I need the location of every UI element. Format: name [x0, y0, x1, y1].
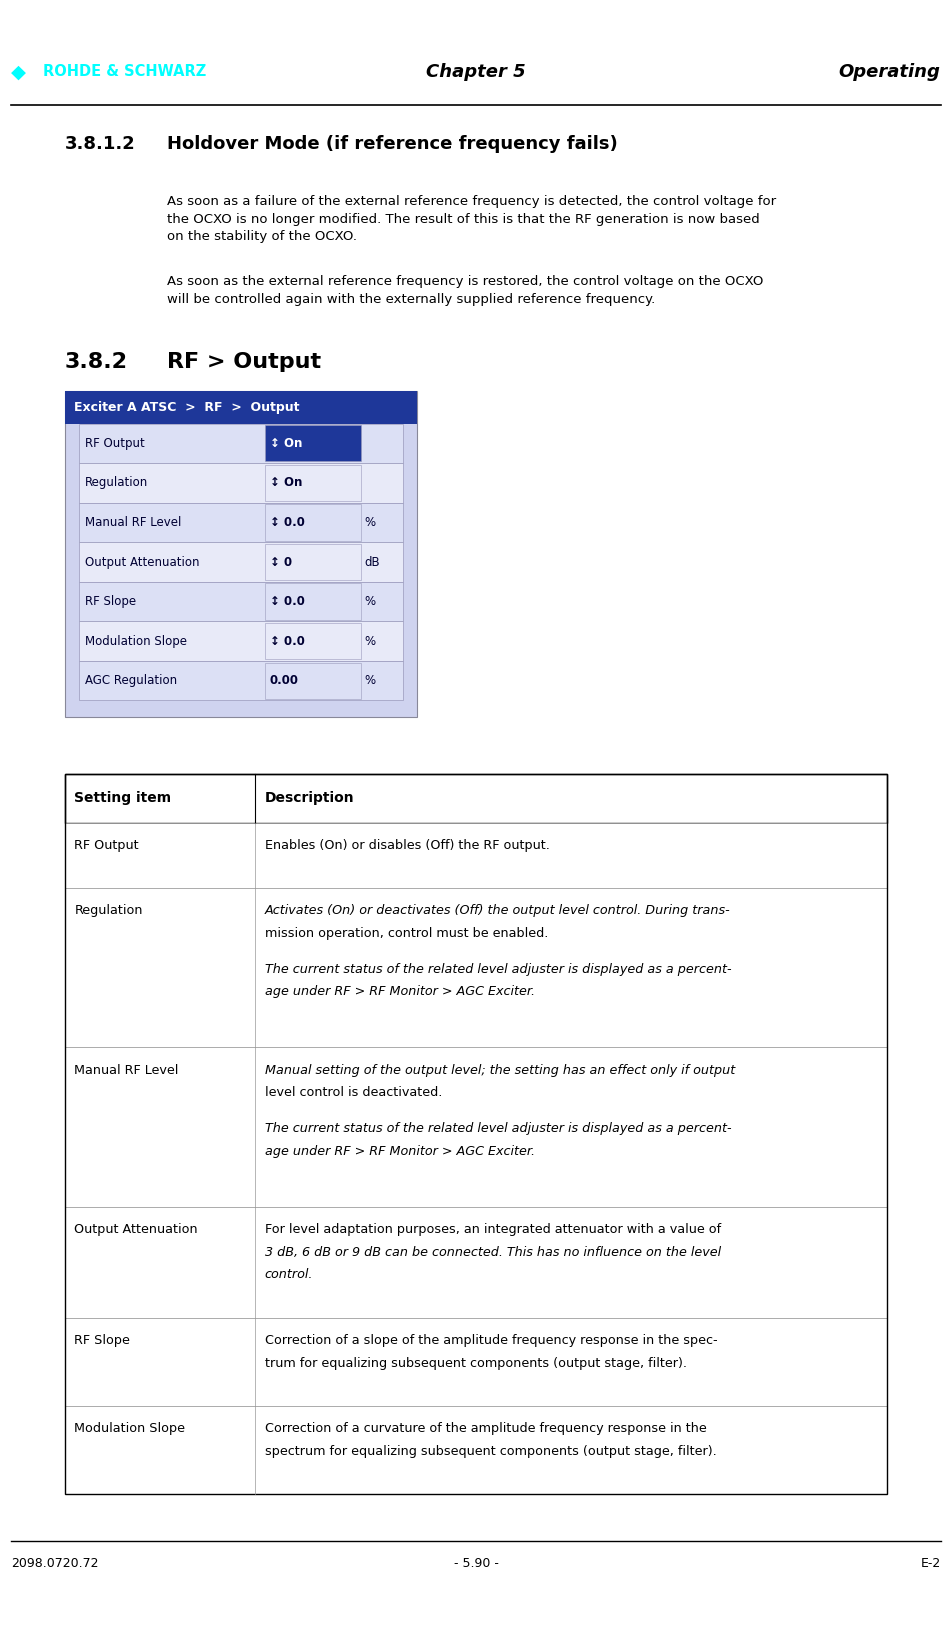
Text: As soon as the external reference frequency is restored, the control voltage on : As soon as the external reference freque…	[167, 275, 763, 306]
Text: RF Slope: RF Slope	[85, 595, 136, 608]
Text: Manual setting of the output level; the setting has an effect only if output: Manual setting of the output level; the …	[265, 1064, 735, 1077]
Text: age under RF > RF Monitor > AGC Exciter.: age under RF > RF Monitor > AGC Exciter.	[265, 986, 535, 999]
Text: 3 dB, 6 dB or 9 dB can be connected. This has no influence on the level: 3 dB, 6 dB or 9 dB can be connected. Thi…	[265, 1246, 721, 1259]
Bar	[65, 774, 887, 823]
Text: Modulation Slope: Modulation Slope	[74, 1422, 186, 1435]
Text: age under RF > RF Monitor > AGC Exciter.: age under RF > RF Monitor > AGC Exciter.	[265, 1145, 535, 1158]
Bar	[79, 582, 403, 621]
Text: Description: Description	[265, 792, 354, 805]
Bar	[65, 774, 887, 1494]
Text: Exciter A ATSC  >  RF  >  Output: Exciter A ATSC > RF > Output	[74, 401, 300, 414]
Text: RF Output: RF Output	[85, 437, 145, 450]
Text: Manual RF Level: Manual RF Level	[74, 1064, 179, 1077]
Text: %: %	[365, 516, 375, 529]
Bar	[265, 663, 361, 699]
Text: 0.00: 0.00	[270, 674, 299, 687]
Text: Regulation: Regulation	[74, 904, 143, 917]
Bar	[265, 622, 361, 660]
Bar	[79, 503, 403, 542]
Text: Enables (On) or disables (Off) the RF output.: Enables (On) or disables (Off) the RF ou…	[265, 839, 549, 852]
Text: The current status of the related level adjuster is displayed as a percent-: The current status of the related level …	[265, 1122, 731, 1135]
Text: ↕ 0.0: ↕ 0.0	[270, 635, 305, 648]
Bar	[265, 544, 361, 580]
Text: %: %	[365, 635, 375, 648]
Bar	[65, 888, 887, 1047]
Bar	[79, 542, 403, 582]
Text: Correction of a curvature of the amplitude frequency response in the: Correction of a curvature of the amplitu…	[265, 1422, 706, 1435]
Bar	[79, 621, 403, 661]
Text: RF Slope: RF Slope	[74, 1334, 130, 1347]
Text: RF Output: RF Output	[74, 839, 139, 852]
Text: Correction of a slope of the amplitude frequency response in the spec-: Correction of a slope of the amplitude f…	[265, 1334, 717, 1347]
Text: 2098.0720.72: 2098.0720.72	[11, 1557, 99, 1570]
Bar	[65, 1406, 887, 1494]
Text: Chapter 5: Chapter 5	[426, 64, 526, 81]
Text: ROHDE & SCHWARZ: ROHDE & SCHWARZ	[43, 64, 206, 80]
Bar	[79, 661, 403, 700]
Text: %: %	[365, 674, 375, 687]
Text: Holdover Mode (if reference frequency fails): Holdover Mode (if reference frequency fa…	[167, 135, 617, 153]
Text: - 5.90 -: - 5.90 -	[453, 1557, 499, 1570]
Text: Operating: Operating	[839, 64, 941, 81]
Text: ↕ 0.0: ↕ 0.0	[270, 595, 305, 608]
Text: ↕ 0: ↕ 0	[270, 555, 292, 569]
Text: ↕ On: ↕ On	[270, 476, 303, 489]
Text: control.: control.	[265, 1269, 313, 1282]
Bar	[79, 424, 403, 463]
Text: trum for equalizing subsequent components (output stage, filter).: trum for equalizing subsequent component…	[265, 1357, 686, 1370]
Text: 3.8.1.2: 3.8.1.2	[65, 135, 135, 153]
Text: ↕ 0.0: ↕ 0.0	[270, 516, 305, 529]
Text: mission operation, control must be enabled.: mission operation, control must be enabl…	[265, 927, 548, 940]
Text: spectrum for equalizing subsequent components (output stage, filter).: spectrum for equalizing subsequent compo…	[265, 1445, 717, 1458]
Bar	[65, 1207, 887, 1318]
Bar	[265, 505, 361, 541]
Bar	[265, 425, 361, 461]
Bar	[65, 391, 417, 424]
Bar	[79, 463, 403, 503]
Text: Manual RF Level: Manual RF Level	[85, 516, 181, 529]
Text: level control is deactivated.: level control is deactivated.	[265, 1087, 442, 1100]
Text: 3.8.2: 3.8.2	[65, 352, 128, 371]
Text: Modulation Slope: Modulation Slope	[85, 635, 187, 648]
Text: ◆: ◆	[11, 64, 27, 81]
Text: As soon as a failure of the external reference frequency is detected, the contro: As soon as a failure of the external ref…	[167, 195, 776, 243]
Text: Activates (On) or deactivates (Off) the output level control. During trans-: Activates (On) or deactivates (Off) the …	[265, 904, 730, 917]
Bar	[265, 464, 361, 502]
Bar	[65, 1318, 887, 1406]
Text: Setting item: Setting item	[74, 792, 171, 805]
Text: Output Attenuation: Output Attenuation	[85, 555, 199, 569]
Text: RF > Output: RF > Output	[167, 352, 321, 371]
Text: For level adaptation purposes, an integrated attenuator with a value of: For level adaptation purposes, an integr…	[265, 1223, 721, 1236]
Text: %: %	[365, 595, 375, 608]
Text: ↕ On: ↕ On	[270, 437, 303, 450]
Text: AGC Regulation: AGC Regulation	[85, 674, 177, 687]
Bar	[65, 391, 417, 717]
Bar	[65, 1047, 887, 1207]
Text: Regulation: Regulation	[85, 476, 148, 489]
Text: The current status of the related level adjuster is displayed as a percent-: The current status of the related level …	[265, 963, 731, 976]
Text: dB: dB	[365, 555, 380, 569]
Bar	[265, 583, 361, 619]
Text: E-2: E-2	[921, 1557, 941, 1570]
Text: Output Attenuation: Output Attenuation	[74, 1223, 198, 1236]
Bar	[65, 823, 887, 888]
